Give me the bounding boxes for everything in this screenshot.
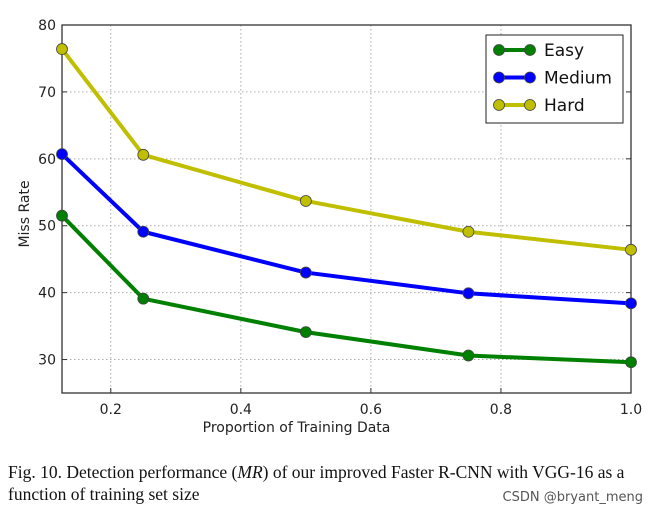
data-point xyxy=(625,297,637,310)
y-tick-label: 80 xyxy=(38,18,56,34)
y-tick-label: 50 xyxy=(38,219,56,235)
legend-marker xyxy=(493,44,505,56)
caption-math: MR xyxy=(237,462,263,482)
watermark: CSDN @bryant_meng xyxy=(502,490,643,505)
series-medium xyxy=(56,148,637,310)
legend: Easy Medium Hard xyxy=(485,34,624,124)
data-point xyxy=(462,225,475,238)
line-chart: 0.2 0.4 0.6 0.8 1.0 30 40 50 60 70 80 Proportion of… xyxy=(17,18,642,436)
x-tick-label: 0.2 xyxy=(100,402,122,418)
legend-marker xyxy=(524,71,536,84)
data-point xyxy=(137,225,150,238)
x-tick-label: 1.0 xyxy=(620,402,642,418)
series-easy xyxy=(56,209,637,369)
data-point xyxy=(462,349,475,362)
data-point xyxy=(462,287,475,300)
legend-marker xyxy=(524,44,536,56)
figure-caption: Fig. 10. Detection performance (MR) of o… xyxy=(8,461,653,505)
x-tick-label: 0.6 xyxy=(360,402,382,418)
series-line xyxy=(60,214,632,365)
x-axis-label: Proportion of Training Data xyxy=(203,420,391,436)
legend-marker xyxy=(493,71,505,84)
legend-label: Easy xyxy=(544,41,584,61)
data-point xyxy=(299,195,312,207)
legend-label: Hard xyxy=(544,96,585,116)
plot-frame xyxy=(61,24,632,394)
y-tick-label: 40 xyxy=(38,286,56,302)
caption-prefix: Fig. 10. Detection performance ( xyxy=(8,462,238,482)
data-point xyxy=(299,266,312,279)
data-point xyxy=(56,148,68,161)
data-point xyxy=(299,326,312,339)
series-hard xyxy=(56,43,637,256)
data-point xyxy=(56,43,68,55)
data-point xyxy=(56,209,68,222)
x-tick-label: 0.8 xyxy=(490,402,512,418)
y-tick-label: 30 xyxy=(38,353,56,369)
data-point xyxy=(625,243,637,256)
y-tick-label: 70 xyxy=(38,85,56,101)
data-point xyxy=(137,148,150,161)
caption-suffix: ) of our improved Faster R-CNN with VGG-… xyxy=(8,462,625,504)
data-point xyxy=(137,292,150,305)
legend-marker xyxy=(493,99,505,111)
y-axis-label: Miss Rate xyxy=(17,180,33,247)
y-tick-label: 60 xyxy=(38,152,56,168)
data-point xyxy=(625,356,637,369)
x-tick-label: 0.4 xyxy=(230,402,252,418)
legend-label: Medium xyxy=(544,69,612,89)
legend-marker xyxy=(524,99,536,111)
